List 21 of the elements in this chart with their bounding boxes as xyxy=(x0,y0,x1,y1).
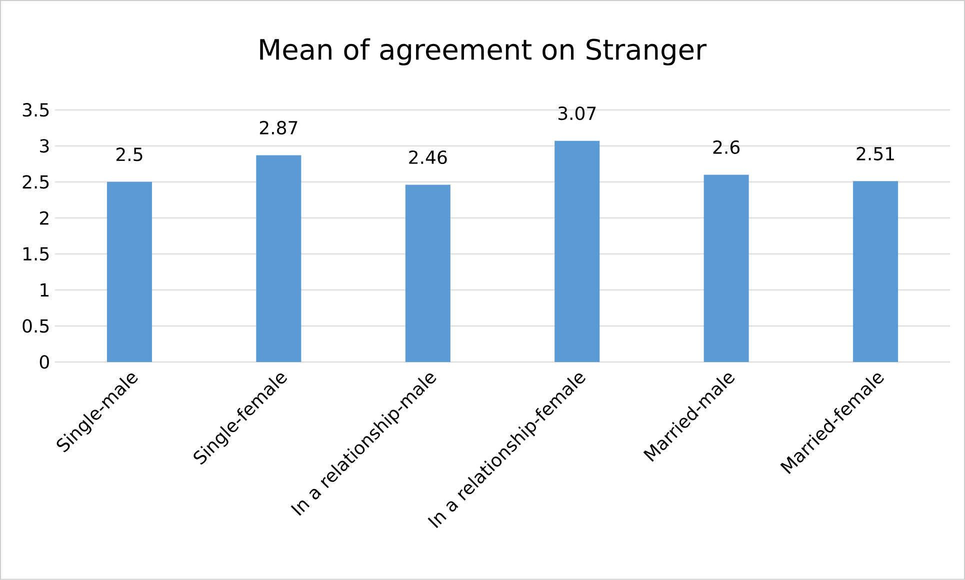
data-label: 2.5 xyxy=(116,148,142,162)
data-label: 2.46 xyxy=(409,150,447,164)
bar xyxy=(704,174,749,362)
chart-title: Mean of agreement on Stranger xyxy=(260,38,707,66)
data-label: 2.87 xyxy=(260,120,298,135)
bar xyxy=(554,140,600,362)
y-tick-label: 2 xyxy=(40,211,48,225)
y-tick-label: 0 xyxy=(40,355,49,369)
data-label: 2.51 xyxy=(856,146,894,161)
y-tick-label: 3.5 xyxy=(22,103,49,117)
data-label: 3.07 xyxy=(558,106,596,120)
y-tick-label: 3 xyxy=(40,139,49,153)
y-tick-label: 0.5 xyxy=(22,319,49,333)
y-tick-label: 2.5 xyxy=(22,175,49,189)
y-tick-label: 1 xyxy=(40,283,48,297)
bar xyxy=(853,181,898,362)
y-tick-label: 1.5 xyxy=(24,247,49,261)
bar xyxy=(405,184,450,362)
data-label: 2.6 xyxy=(713,140,740,154)
bar xyxy=(106,182,152,362)
bar xyxy=(256,155,302,362)
